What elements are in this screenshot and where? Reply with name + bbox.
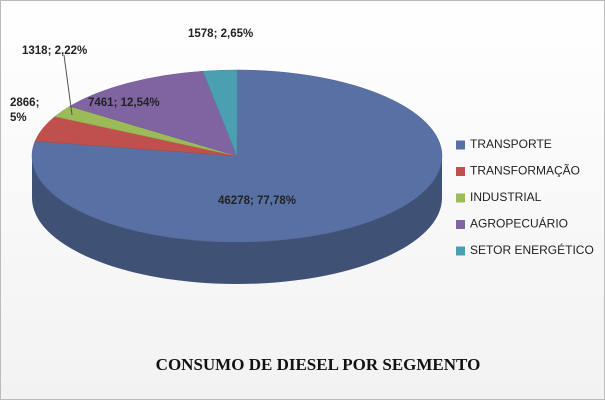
legend-swatch (456, 167, 465, 176)
data-label: 1578; 2,65% (188, 28, 254, 40)
leader-line (63, 54, 73, 116)
legend-swatch (456, 193, 465, 203)
data-label: 1318; 2,22% (22, 45, 88, 57)
data-label: 2866; 5% (10, 97, 40, 124)
legend-swatch (456, 220, 465, 229)
chart-title: CONSUMO DE DIESEL POR SEGMENTO (156, 355, 481, 374)
data-label: 46278; 77,78% (218, 195, 297, 207)
legend-label: SETOR ENERGÉTICO (470, 242, 594, 257)
legend-swatch (456, 140, 465, 150)
pie-sides (32, 156, 442, 284)
pie-side (32, 156, 442, 284)
pie-slice (202, 69, 238, 157)
legend-label: TRANSFORMAÇÃO (470, 164, 580, 178)
legend-label: AGROPECUÁRIO (470, 216, 568, 231)
legend: TRANSPORTE TRANSFORMAÇÃO INDUSTRIAL AGROPEC… (456, 137, 594, 257)
pie-slice (69, 70, 238, 157)
legend-swatch (456, 246, 465, 256)
legend-label: INDUSTRIAL (470, 190, 542, 204)
legend-label: TRANSPORTE (470, 137, 552, 151)
data-label: 7461; 12,54% (88, 97, 160, 109)
pie-tops (31, 69, 443, 243)
